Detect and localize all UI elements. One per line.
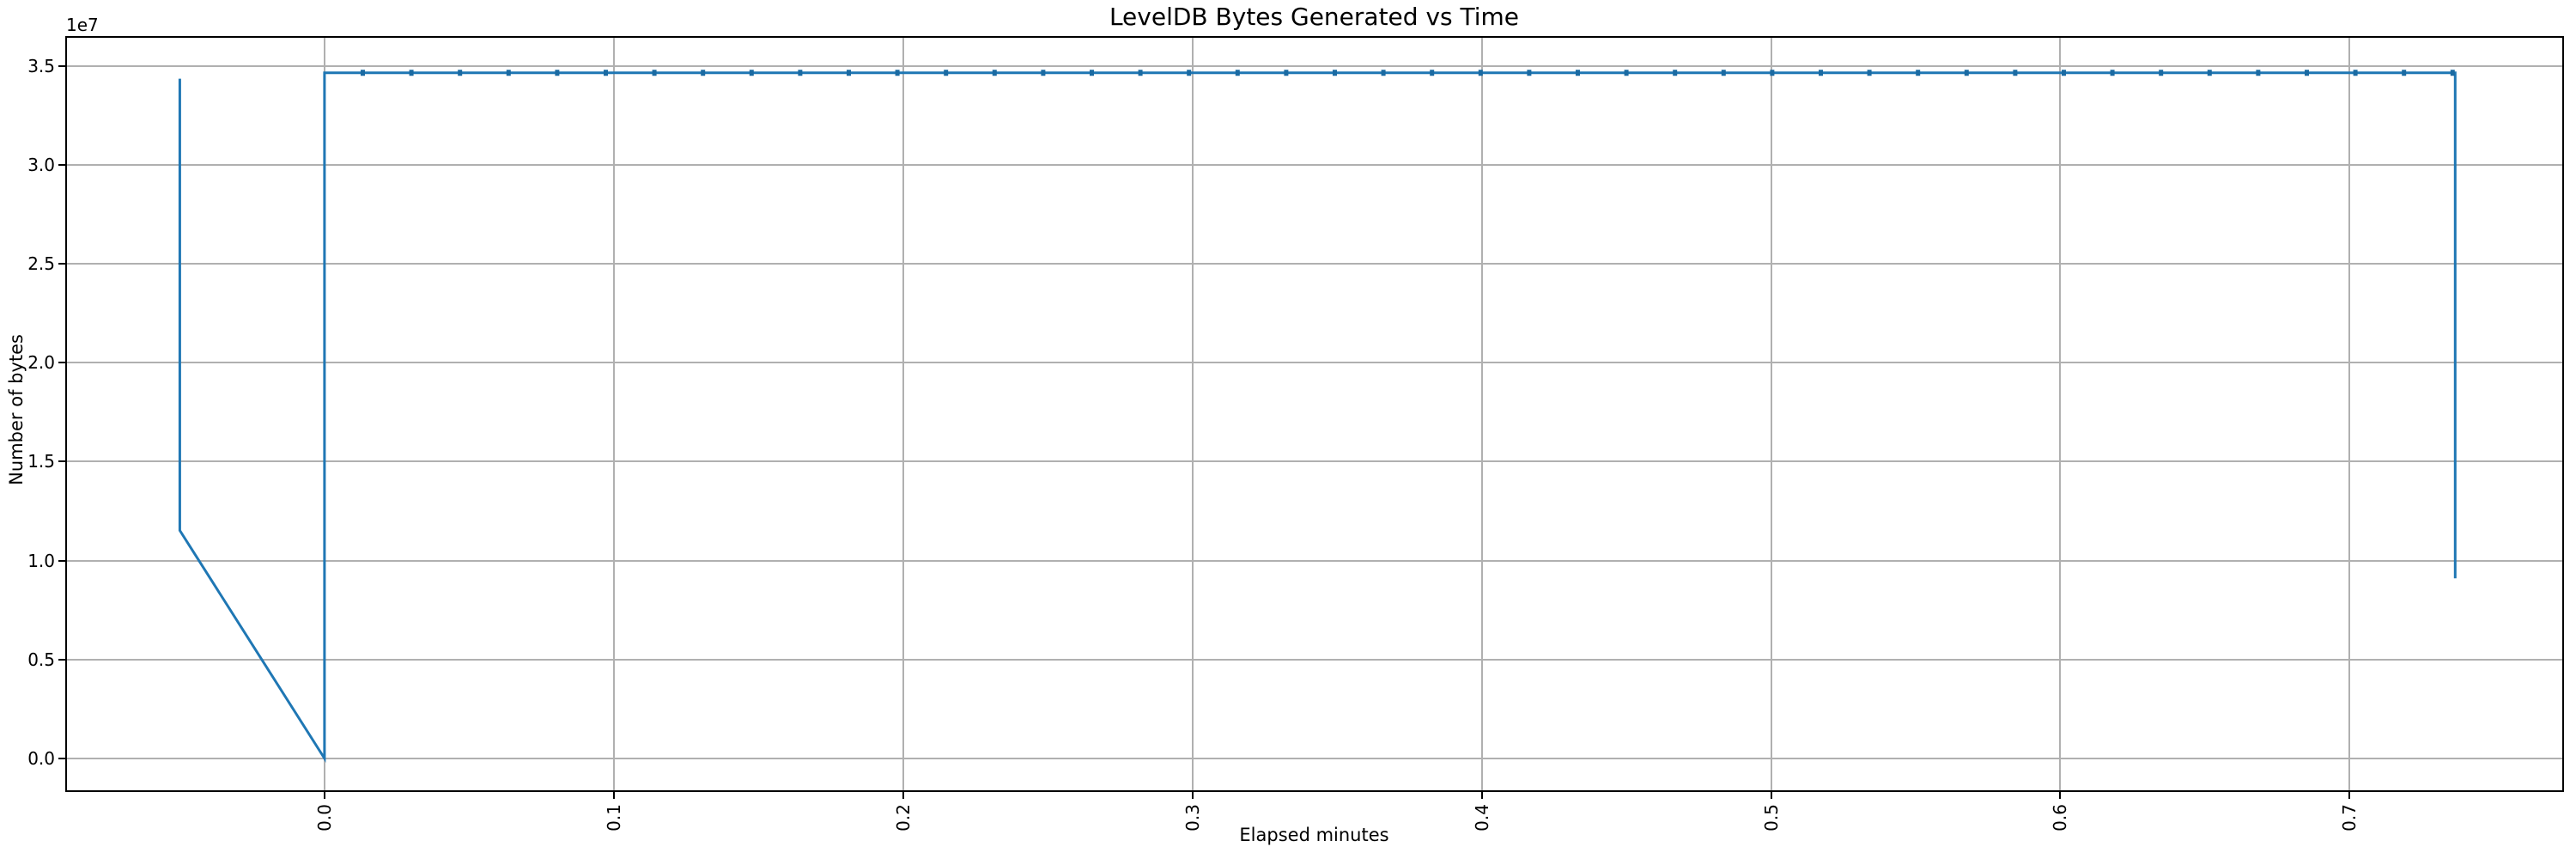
x-axis-label: Elapsed minutes <box>1239 825 1389 845</box>
x-tick-label: 0.7 <box>2339 804 2360 832</box>
x-tick-label: 0.4 <box>1471 804 1492 832</box>
x-tick-label: 0.2 <box>892 804 914 832</box>
y-tick-mark <box>58 757 65 759</box>
x-tick-mark <box>2059 792 2062 799</box>
y-tick-label: 0.5 <box>27 649 55 670</box>
y-tick-mark <box>58 658 65 661</box>
x-gridline <box>1191 37 1194 790</box>
x-tick-mark <box>1480 792 1483 799</box>
y-tick-label: 3.0 <box>27 154 55 175</box>
y-tick-label: 1.5 <box>27 451 55 472</box>
x-tick-label: 0.1 <box>603 804 624 832</box>
y-gridline <box>66 658 2562 661</box>
y-tick-label: 2.0 <box>27 352 55 374</box>
y-tick-label: 2.5 <box>27 253 55 274</box>
y-tick-mark <box>58 559 65 562</box>
x-tick-mark <box>1770 792 1772 799</box>
x-tick-label: 0.0 <box>313 804 335 832</box>
x-gridline <box>1480 37 1483 790</box>
x-tick-mark <box>902 792 904 799</box>
y-gridline <box>66 262 2562 265</box>
y-tick-mark <box>58 460 65 463</box>
y-axis-offset-label: 1e7 <box>66 15 99 35</box>
x-tick-label: 0.6 <box>2050 804 2071 832</box>
y-tick-label: 1.0 <box>27 550 55 571</box>
x-tick-mark <box>1191 792 1194 799</box>
y-gridline <box>66 163 2562 166</box>
y-tick-label: 3.5 <box>27 55 55 76</box>
y-gridline <box>66 559 2562 562</box>
y-gridline <box>66 64 2562 67</box>
y-tick-label: 0.0 <box>27 747 55 769</box>
x-tick-mark <box>2348 792 2351 799</box>
x-gridline <box>902 37 904 790</box>
y-tick-mark <box>58 64 65 67</box>
x-gridline <box>612 37 615 790</box>
chart-title: LevelDB Bytes Generated vs Time <box>1109 3 1520 31</box>
y-tick-mark <box>58 163 65 166</box>
x-tick-mark <box>612 792 615 799</box>
y-gridline <box>66 460 2562 463</box>
x-tick-label: 0.5 <box>1760 804 1782 832</box>
y-gridline <box>66 757 2562 759</box>
x-gridline <box>2059 37 2062 790</box>
x-tick-label: 0.3 <box>1182 804 1203 832</box>
x-gridline <box>1770 37 1772 790</box>
y-gridline <box>66 362 2562 364</box>
x-gridline <box>2348 37 2351 790</box>
data-line <box>178 71 2457 764</box>
x-tick-mark <box>323 792 325 799</box>
y-tick-mark <box>58 362 65 364</box>
y-tick-mark <box>58 262 65 265</box>
